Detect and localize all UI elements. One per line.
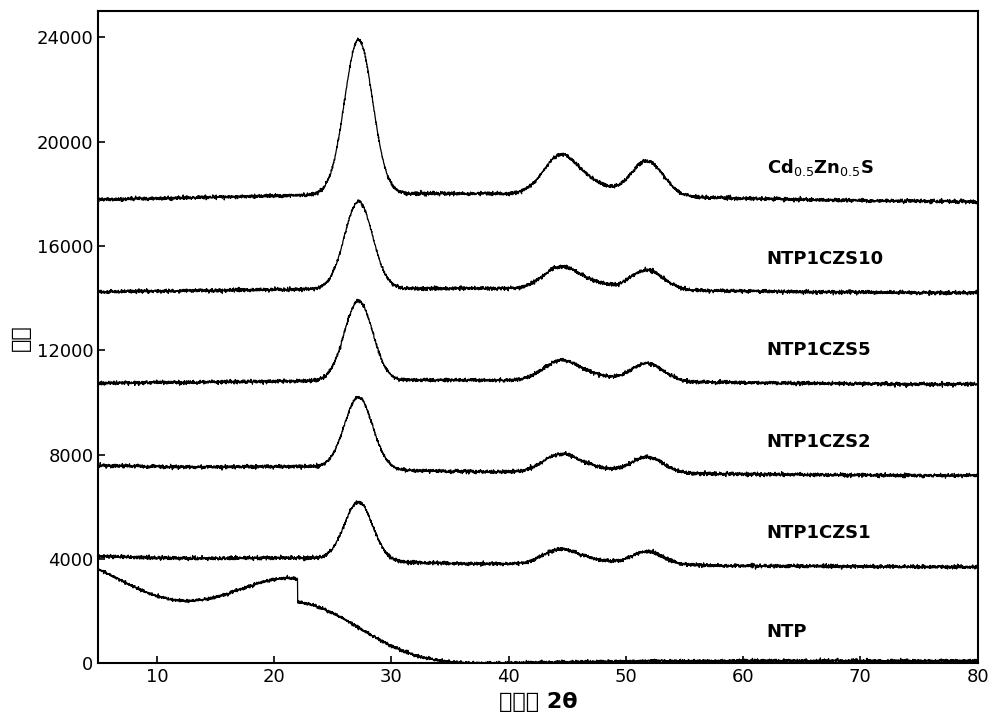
X-axis label: 衍射角 2θ: 衍射角 2θ (499, 692, 577, 712)
Y-axis label: 强度: 强度 (11, 324, 31, 351)
Text: NTP1CZS5: NTP1CZS5 (767, 341, 871, 359)
Text: NTP1CZS10: NTP1CZS10 (767, 250, 884, 268)
Text: NTP1CZS1: NTP1CZS1 (767, 524, 871, 542)
Text: Cd$_{0.5}$Zn$_{0.5}$S: Cd$_{0.5}$Zn$_{0.5}$S (767, 157, 874, 178)
Text: NTP: NTP (767, 623, 807, 641)
Text: NTP1CZS2: NTP1CZS2 (767, 432, 871, 450)
